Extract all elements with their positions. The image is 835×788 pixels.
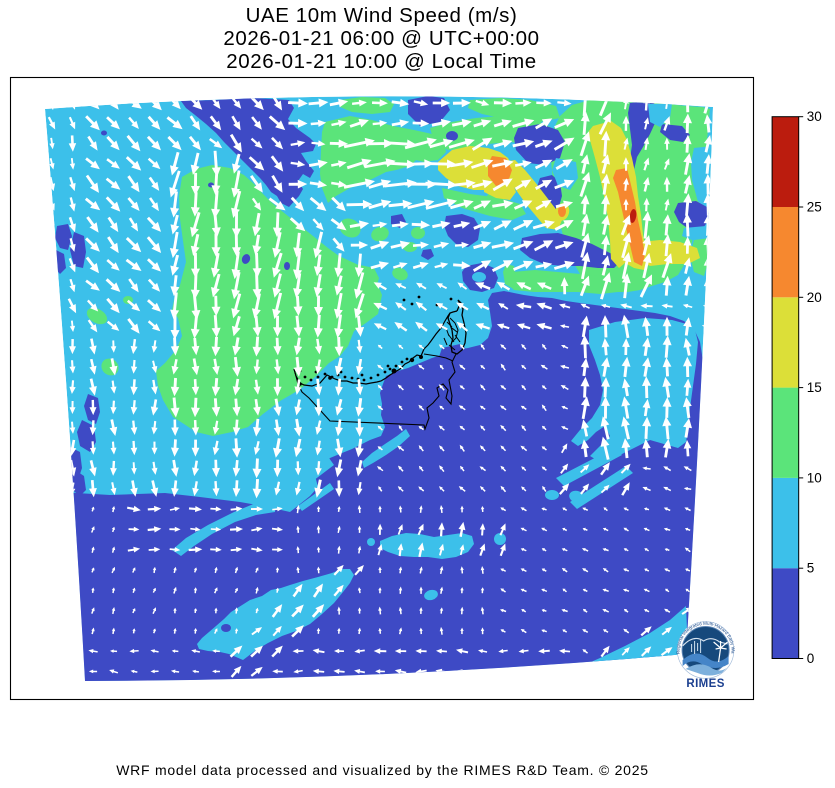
svg-text:0: 0 <box>807 651 815 666</box>
svg-text:20: 20 <box>807 290 822 305</box>
svg-text:30: 30 <box>807 109 822 124</box>
svg-text:25: 25 <box>807 200 822 215</box>
svg-text:5: 5 <box>807 561 815 576</box>
svg-text:10: 10 <box>807 470 822 485</box>
svg-text:RIMES: RIMES <box>686 678 724 690</box>
svg-text:15: 15 <box>807 380 822 395</box>
